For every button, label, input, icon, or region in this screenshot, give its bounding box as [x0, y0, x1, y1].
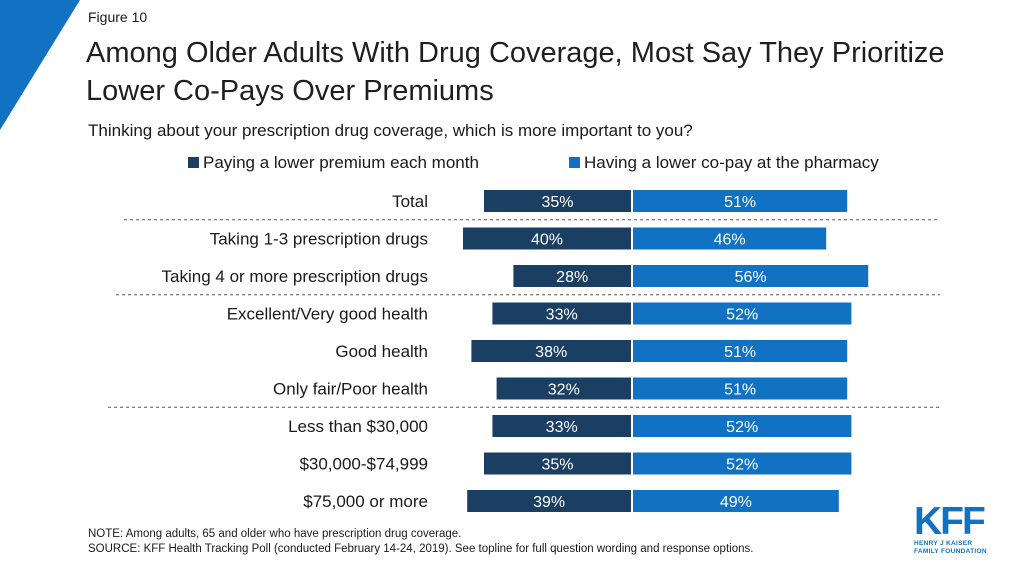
data-label-copay: 52%	[726, 419, 758, 436]
data-label-copay: 49%	[720, 494, 752, 511]
bar-copay	[633, 490, 839, 512]
category-label: Total	[392, 192, 428, 211]
source: SOURCE: KFF Health Tracking Poll (conduc…	[88, 543, 754, 555]
data-label-premium: 33%	[546, 307, 578, 324]
data-label-premium: 33%	[546, 419, 578, 436]
bar-premium	[496, 377, 631, 400]
logo-line1: HENRY J KAISER	[914, 540, 973, 547]
category-label: Taking 4 or more prescription drugs	[162, 267, 428, 286]
legend-label-2: Having a lower co-pay at the pharmacy	[584, 153, 879, 172]
chart-title: Among Older Adults With Drug Coverage, M…	[86, 37, 945, 107]
data-label-premium: 39%	[533, 494, 565, 511]
bar-copay	[633, 452, 852, 475]
category-label: $75,000 or more	[303, 492, 428, 511]
category-label: $30,000-$74,999	[299, 455, 428, 474]
category-label: Only fair/Poor health	[273, 380, 428, 399]
bar-premium	[484, 452, 631, 475]
figure-label: Figure 10	[88, 9, 148, 25]
bar-copay	[633, 415, 852, 437]
category-label: Excellent/Very good health	[227, 305, 428, 324]
data-label-copay: 52%	[726, 457, 758, 474]
bar-premium	[463, 227, 631, 250]
bar-copay	[633, 340, 848, 362]
legend-swatch-1	[188, 157, 199, 168]
bar-premium	[492, 415, 631, 437]
note: NOTE: Among adults, 65 and older who hav…	[88, 528, 462, 540]
category-label: Taking 1-3 prescription drugs	[210, 230, 428, 249]
corner-accent	[0, 0, 80, 130]
data-label-copay: 51%	[724, 382, 756, 399]
legend-label-1: Paying a lower premium each month	[203, 153, 479, 172]
bar-copay	[633, 302, 852, 325]
bar-copay	[633, 265, 869, 287]
bar-premium	[484, 190, 631, 212]
legend-swatch-2	[569, 157, 580, 168]
data-label-copay: 51%	[724, 344, 756, 361]
kff-logo: KFF HENRY J KAISER FAMILY FOUNDATION	[914, 500, 994, 560]
bar-premium	[513, 265, 631, 287]
bar-premium	[492, 302, 631, 325]
data-label-premium: 32%	[548, 382, 580, 399]
data-label-copay: 51%	[724, 194, 756, 211]
logo-mark: KFF	[914, 500, 986, 543]
data-label-premium: 35%	[541, 194, 573, 211]
bar-copay	[633, 190, 848, 212]
bar-copay	[633, 377, 848, 400]
logo-line2: FAMILY FOUNDATION	[914, 548, 987, 555]
data-label-premium: 28%	[556, 269, 588, 286]
bar-copay	[633, 227, 827, 250]
bar-premium	[467, 490, 631, 512]
data-label-copay: 46%	[714, 232, 746, 249]
data-label-premium: 35%	[541, 457, 573, 474]
bar-premium	[471, 340, 631, 362]
data-label-premium: 38%	[535, 344, 567, 361]
chart-subtitle: Thinking about your prescription drug co…	[88, 121, 693, 140]
chart: Paying a lower premium each month Having …	[108, 153, 940, 512]
data-label-premium: 40%	[531, 232, 563, 249]
data-label-copay: 56%	[735, 269, 767, 286]
data-label-copay: 52%	[726, 307, 758, 324]
category-label: Less than $30,000	[288, 417, 428, 436]
category-label: Good health	[335, 342, 428, 361]
